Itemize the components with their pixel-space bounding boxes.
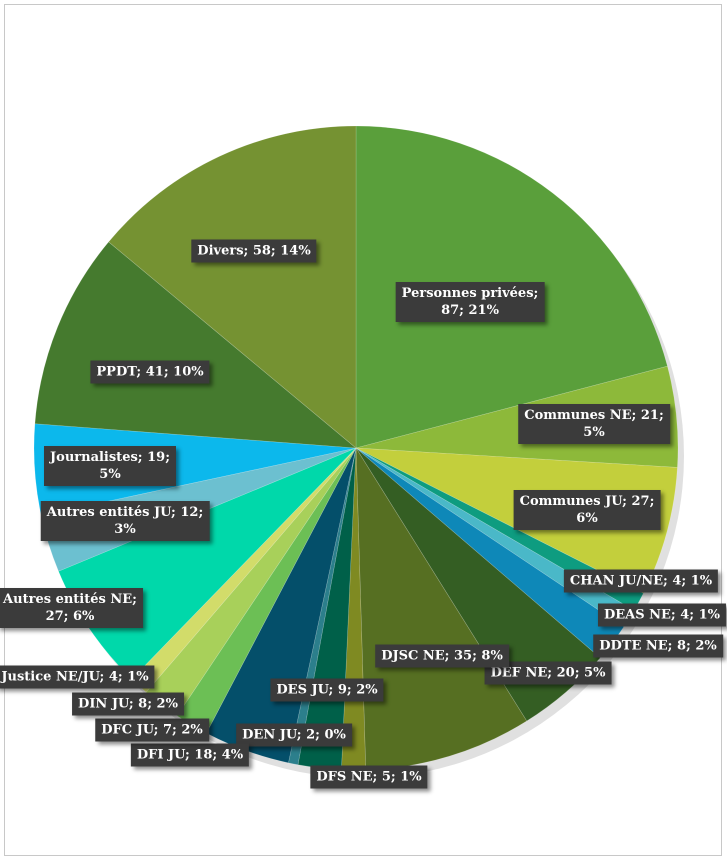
data-label-text: CHAN JU/NE; 4; 1% — [569, 573, 713, 589]
data-label: DES JU; 9; 2% — [270, 678, 384, 702]
data-label-text: DFI JU; 18; 4% — [136, 747, 244, 763]
data-label: Divers; 58; 14% — [191, 239, 317, 263]
data-label: Autres entités JU; 12; 3% — [40, 501, 210, 541]
data-label-text: Justice NE/JU; 4; 1% — [1, 669, 149, 685]
data-label-text: Autres entités JU; 12; 3% — [46, 505, 204, 537]
data-label: DJSC NE; 35; 8% — [375, 644, 509, 668]
data-label-text: Journalistes; 19; 5% — [49, 450, 171, 482]
data-label: DEAS NE; 4; 1% — [597, 603, 727, 627]
pie-slice-ppdt — [34, 241, 357, 449]
data-label-text: DIN JU; 8; 2% — [78, 696, 178, 712]
data-label-text: Communes NE; 21; 5% — [524, 408, 664, 440]
data-label-text: Personnes privées; 87; 21% — [401, 286, 539, 318]
data-label: DFC JU; 7; 2% — [95, 718, 209, 742]
data-label: PPDT; 41; 10% — [90, 360, 210, 384]
data-label: Autres entités NE; 27; 6% — [0, 588, 143, 628]
data-label-text: DEN JU; 2; 0% — [242, 727, 346, 743]
pie-slice-divers — [108, 125, 357, 449]
data-label-text: Communes JU; 27; 6% — [519, 494, 655, 526]
data-label-text: DDTE NE; 8; 2% — [599, 638, 717, 654]
data-label-text: DEF NE; 20; 5% — [490, 665, 606, 681]
data-label: DFS NE; 5; 1% — [310, 765, 428, 789]
data-label: DEN JU; 2; 0% — [236, 723, 352, 747]
data-label: Justice NE/JU; 4; 1% — [0, 665, 155, 689]
data-label-text: DFS NE; 5; 1% — [316, 769, 422, 785]
data-label-text: DES JU; 9; 2% — [276, 682, 378, 698]
data-label: DFI JU; 18; 4% — [130, 743, 250, 767]
data-label: CHAN JU/NE; 4; 1% — [563, 569, 719, 593]
data-label-text: Divers; 58; 14% — [197, 243, 311, 259]
data-label-text: DFC JU; 7; 2% — [101, 722, 203, 738]
data-label: Personnes privées; 87; 21% — [395, 282, 545, 322]
data-label: DDTE NE; 8; 2% — [593, 634, 723, 658]
data-label-text: DJSC NE; 35; 8% — [381, 648, 503, 664]
data-label: Journalistes; 19; 5% — [43, 446, 177, 486]
data-label: Communes NE; 21; 5% — [518, 404, 670, 444]
data-label-text: PPDT; 41; 10% — [96, 364, 204, 380]
data-label-text: Autres entités NE; 27; 6% — [3, 592, 137, 624]
data-label: DIN JU; 8; 2% — [72, 692, 184, 716]
data-label: DEF NE; 20; 5% — [484, 661, 612, 685]
data-label-text: DEAS NE; 4; 1% — [603, 607, 721, 623]
pie-slice-def-ne — [355, 447, 601, 722]
chart-frame — [4, 4, 722, 856]
data-label: Communes JU; 27; 6% — [513, 490, 661, 530]
